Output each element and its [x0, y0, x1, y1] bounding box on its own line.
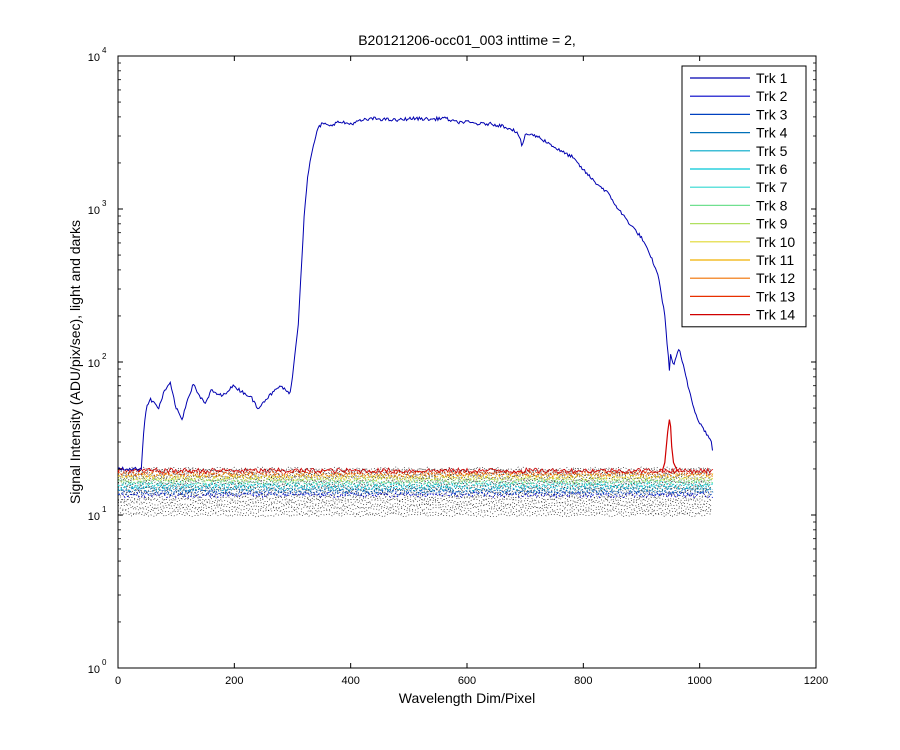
x-tick-label: 1200 — [804, 675, 828, 687]
y-tick-label: 10 — [88, 52, 100, 64]
dark-trace — [118, 466, 712, 472]
legend-label: Trk 8 — [756, 197, 788, 213]
chart-title: B20121206-occ01_003 inttime = 2, — [358, 32, 576, 48]
series-line-trk-6 — [117, 482, 714, 490]
legend-label: Trk 6 — [756, 161, 788, 177]
signal-traces — [117, 115, 714, 499]
series-line-trk-10 — [117, 474, 714, 482]
series-line-trk-1 — [117, 115, 713, 472]
y-axis-label: Signal Intensity (ADU/pix/sec), light an… — [67, 219, 83, 505]
series-line-trk-2 — [117, 491, 714, 499]
y-tick-label: 10 — [88, 358, 100, 370]
x-tick-label: 1000 — [687, 675, 711, 687]
dark-trace — [117, 506, 712, 512]
dark-trace — [117, 473, 712, 479]
x-tick-label: 600 — [458, 675, 476, 687]
x-axis-label: Wavelength Dim/Pixel — [398, 690, 536, 706]
legend-label: Trk 2 — [756, 88, 788, 104]
dark-trace — [117, 512, 712, 518]
y-tick-exponent: 4 — [102, 46, 107, 55]
y-tick-label: 10 — [88, 664, 100, 676]
y-tick-exponent: 3 — [102, 199, 107, 208]
series-line-trk-4 — [117, 486, 714, 494]
dark-trace — [117, 471, 712, 477]
legend-label: Trk 10 — [756, 234, 795, 250]
x-tick-label: 0 — [115, 675, 121, 687]
dark-trace — [117, 501, 712, 506]
trk-14-peak — [661, 419, 680, 473]
series-line-trk-7 — [117, 480, 714, 488]
legend-box — [681, 65, 807, 328]
y-tick-exponent: 2 — [102, 352, 107, 361]
legend-label: Trk 12 — [756, 270, 795, 286]
legend-label: Trk 11 — [756, 252, 794, 268]
series-line-trk-11 — [117, 472, 714, 480]
legend-label: Trk 4 — [756, 125, 788, 141]
series-line-trk-9 — [117, 476, 714, 484]
series-line-trk-5 — [117, 484, 714, 492]
legend-label: Trk 14 — [756, 307, 795, 323]
x-tick-label: 800 — [574, 675, 592, 687]
legend-label: Trk 3 — [756, 106, 788, 122]
y-tick-label: 10 — [88, 205, 100, 217]
series-line-trk-13 — [117, 468, 714, 477]
legend-label: Trk 7 — [756, 179, 788, 195]
series-line-trk-14 — [117, 466, 714, 475]
y-tick-exponent: 1 — [102, 505, 107, 514]
y-tick-label: 10 — [88, 511, 100, 523]
legend-label: Trk 1 — [756, 70, 788, 86]
y-tick-exponent: 0 — [102, 658, 107, 667]
x-tick-label: 400 — [341, 675, 359, 687]
legend-label: Trk 13 — [756, 288, 795, 304]
legend-label: Trk 5 — [756, 143, 788, 159]
dark-trace — [117, 491, 712, 497]
dark-trace — [117, 474, 712, 480]
legend-label: Trk 9 — [756, 216, 788, 232]
dark-trace — [117, 484, 712, 490]
legend: Trk 1 Trk 2 Trk 3 Trk 4 Trk 5 Trk 6 Trk 7 Trk 8… — [681, 65, 807, 328]
x-tick-label: 200 — [225, 675, 243, 687]
dark-trace — [117, 503, 712, 509]
dark-trace — [117, 476, 712, 482]
